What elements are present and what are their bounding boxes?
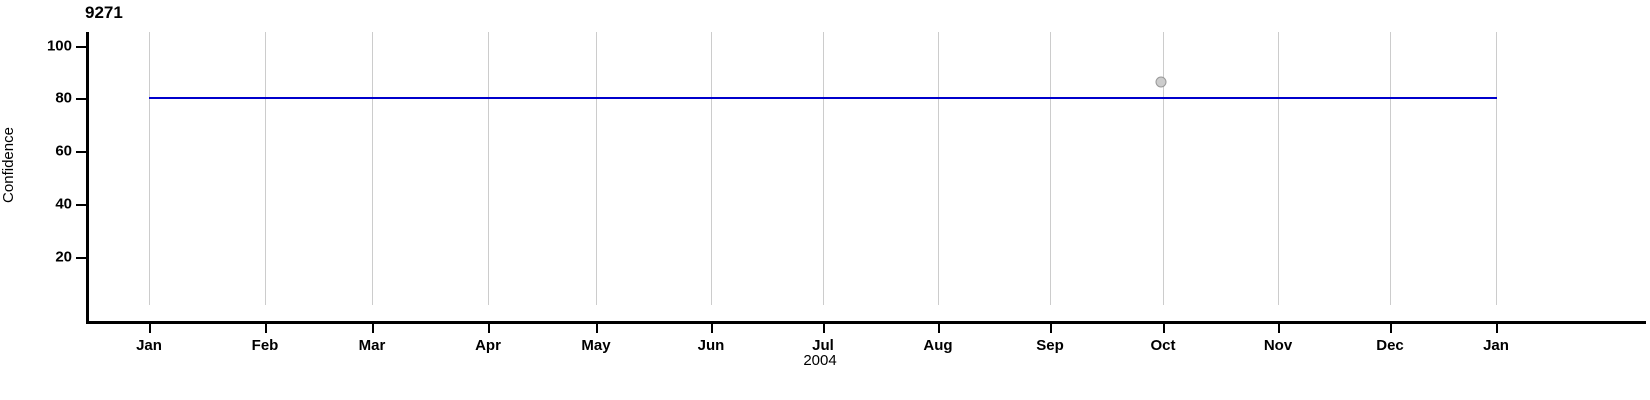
y-axis-spine [86,32,89,323]
x-tick-label: Sep [1036,337,1064,354]
data-point-marker[interactable] [1155,76,1167,88]
gridline-oct [1163,32,1164,305]
y-axis-label: Confidence [0,127,17,203]
x-tick-label: Jan [1483,337,1509,354]
x-tick-label: Feb [251,337,279,354]
gridline-sep [1050,32,1051,305]
chart-title: 9271 [85,3,123,22]
y-tick-label: 100 [46,37,72,55]
gridline-jun [711,32,712,305]
y-tick-label: 20 [55,248,72,266]
gridline-feb [265,32,266,305]
gridline-apr [488,32,489,305]
gridline-jul [823,32,824,305]
x-tick-label: Mar [358,337,386,354]
gridline-jan [149,32,150,305]
x-tick-label: Nov [1263,337,1293,354]
x-axis-spine [86,321,1646,324]
y-tick-label: 60 [55,142,72,160]
x-tick-label: Jan [136,337,162,354]
y-tick-label: 80 [55,89,72,107]
gridline-may [596,32,597,305]
series-line-confidence-threshold [149,97,1497,99]
y-tick-label: 40 [55,195,72,213]
x-tick-label: Aug [923,337,953,354]
gridline-jan-next [1496,32,1497,305]
gridline-mar [372,32,373,305]
gridline-dec [1390,32,1391,305]
gridline-aug [938,32,939,305]
gridline-nov [1278,32,1279,305]
x-tick-label: Jul [812,337,834,354]
x-tick-label: Oct [1150,337,1176,354]
x-axis-label: 2004 [803,352,837,369]
x-tick-label: Jun [697,337,725,354]
x-tick-label: May [581,337,611,354]
x-tick-label: Dec [1376,337,1404,354]
x-tick-label: Apr [475,337,501,354]
